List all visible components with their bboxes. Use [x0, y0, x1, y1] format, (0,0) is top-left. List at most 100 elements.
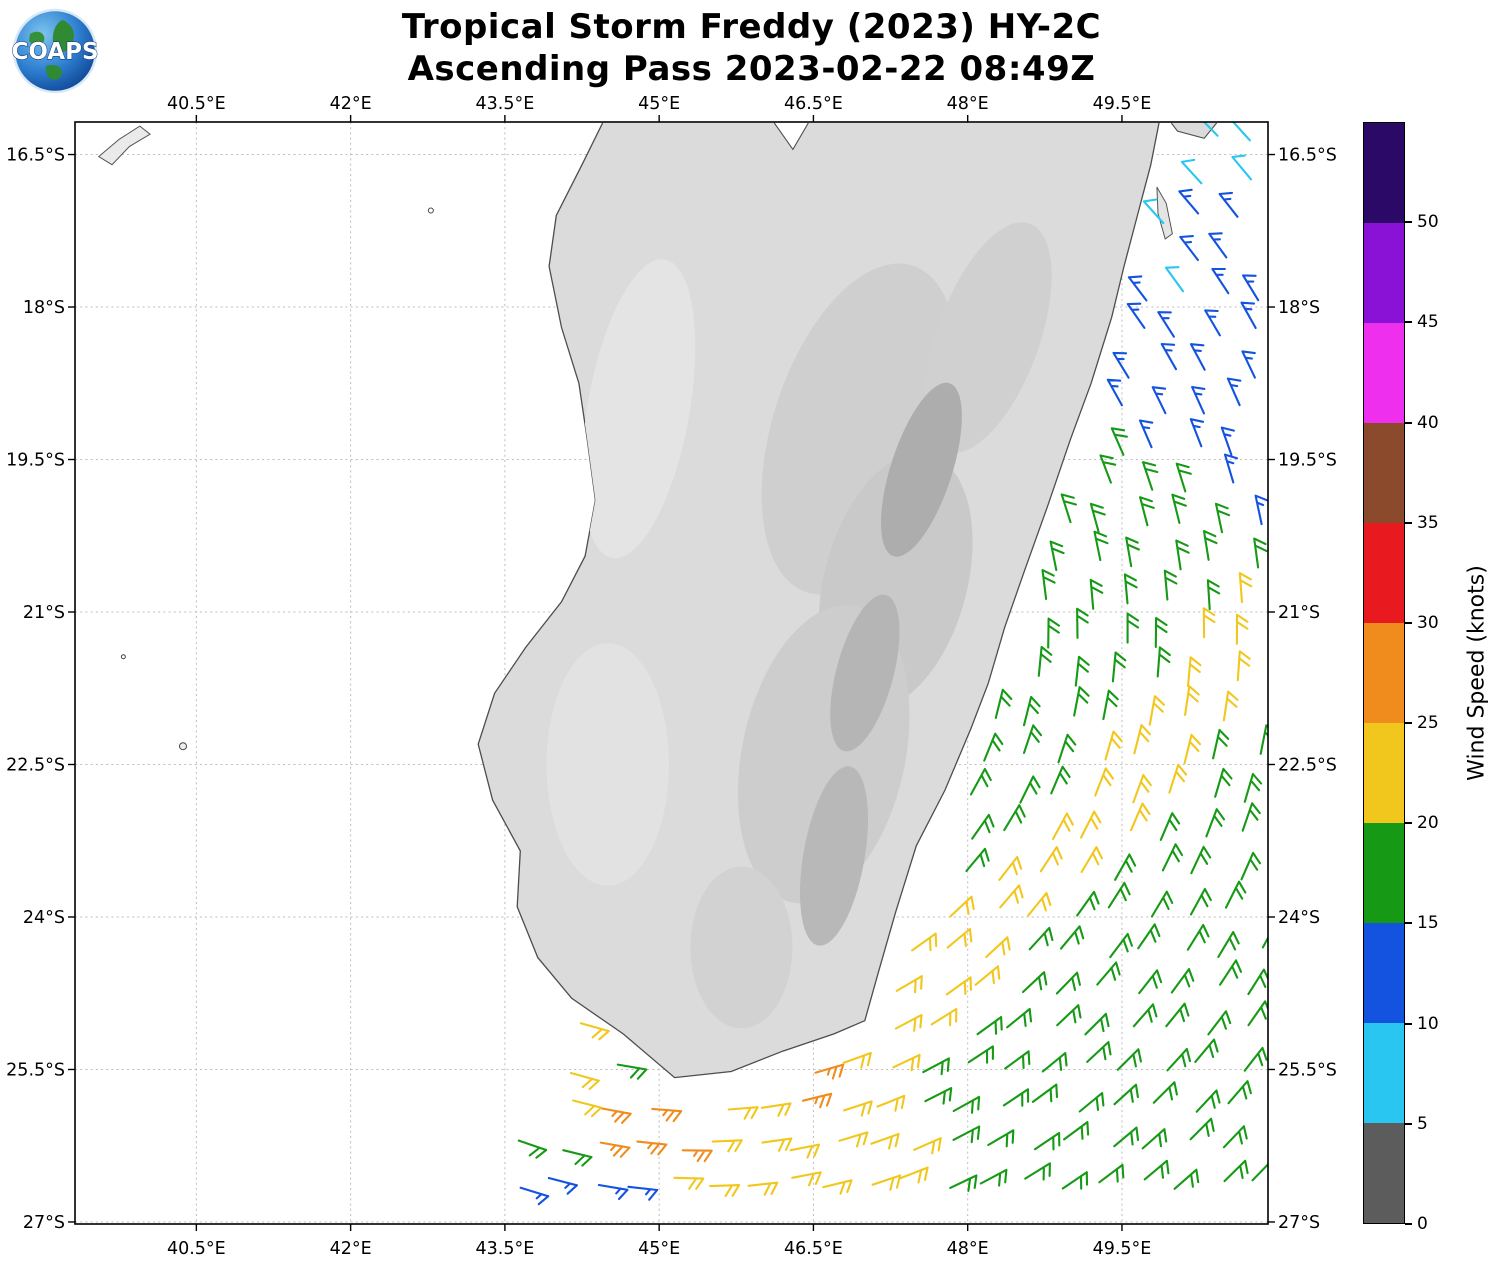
wind-barb [922, 1057, 950, 1076]
wind-barb [1024, 1162, 1051, 1181]
wind-barb [899, 1166, 929, 1184]
wind-barb [519, 1186, 550, 1206]
colorbar-segment [1364, 623, 1404, 723]
wind-barb [930, 1007, 958, 1027]
wind-barb [789, 1143, 821, 1159]
wind-barb [1241, 802, 1261, 832]
wind-barb [727, 1106, 759, 1120]
wind-barb [945, 976, 973, 996]
islands-layer [97, 125, 1173, 751]
wind-barb [1214, 502, 1231, 534]
terrain-shading [830, 594, 900, 752]
wind-barb [1113, 1126, 1140, 1148]
terrain-shading [799, 766, 869, 946]
wind-barb [1241, 350, 1256, 379]
wind-barb [1137, 923, 1161, 950]
colorbar-tick: 15 [1405, 913, 1439, 933]
wind-barb [1074, 655, 1090, 687]
wind-barb [1073, 686, 1090, 717]
wind-barb [999, 884, 1024, 909]
wind-barb [913, 1137, 942, 1155]
wind-barb [1076, 890, 1100, 917]
wind-barb [579, 1022, 610, 1041]
wind-barb [1028, 926, 1054, 951]
wind-barb [1202, 530, 1218, 561]
wind-barb [1184, 685, 1200, 716]
wind-barb [1107, 881, 1131, 909]
wind-barb [599, 1141, 631, 1158]
colorbar-tick-label: 10 [1417, 1013, 1439, 1034]
wind-barb [1104, 730, 1123, 761]
colorbar-tick-mark [1405, 1022, 1412, 1025]
wind-barb [1002, 1088, 1030, 1107]
wind-barb [1152, 1081, 1178, 1104]
wind-barb [814, 1063, 845, 1080]
wind-barb [572, 1099, 603, 1118]
wind-barb [636, 1140, 668, 1156]
colorbar-tick: 25 [1405, 713, 1439, 733]
wind-barb [1261, 935, 1268, 949]
wind-barb [842, 1051, 872, 1069]
wind-barb [924, 1087, 953, 1105]
wind-barb [1154, 616, 1168, 649]
wind-barb [1150, 890, 1174, 918]
y-tick-label: 21°S [23, 603, 65, 623]
colorbar-segment [1364, 523, 1404, 623]
wind-barb [1106, 378, 1123, 407]
wind-barb [1151, 386, 1167, 415]
wind-barb [1189, 343, 1206, 371]
wind-barb [838, 1131, 869, 1148]
x-tick-label: 45°E [638, 94, 680, 114]
wind-barb [1099, 454, 1117, 484]
wind-barb [1222, 690, 1239, 722]
x-tick-label: 46.5°E [784, 94, 843, 114]
wind-barb [1148, 695, 1166, 726]
logo-text: COAPS [11, 39, 98, 65]
wind-barb [681, 1149, 713, 1163]
y-tick-label: 19.5°S [1278, 451, 1337, 471]
colorbar-segment [1364, 723, 1404, 823]
y-tick-label: 16.5°S [6, 146, 65, 166]
wind-barb [870, 1132, 900, 1150]
wind-barb [1235, 613, 1249, 645]
wind-barb [1178, 188, 1200, 215]
wind-barb [1194, 1038, 1219, 1063]
wind-barb [1094, 767, 1115, 797]
terrain-shading [546, 643, 669, 886]
wind-barb [597, 1183, 629, 1201]
colorbar-tick-label: 25 [1417, 713, 1439, 734]
wind-barb [1127, 275, 1148, 302]
x-tick-label: 40.5°E [167, 94, 226, 114]
wind-barb [651, 1107, 683, 1123]
wind-barb [969, 767, 992, 796]
wind-barb [709, 1184, 741, 1198]
colorbar-segment [1364, 1123, 1404, 1223]
wind-barb [1116, 1048, 1142, 1071]
wind-barb [1078, 1092, 1105, 1113]
wind-barb [1253, 537, 1268, 569]
wind-barb [760, 1102, 792, 1117]
colorbar-segment [1364, 323, 1404, 423]
wind-barb [822, 1179, 853, 1195]
wind-barb [1171, 493, 1187, 524]
madagascar-coastline [477, 122, 1160, 1079]
wind-barb [1170, 968, 1195, 994]
wind-barb [1027, 892, 1052, 917]
wind-barb [1202, 122, 1219, 137]
wind-barb [801, 1092, 833, 1109]
wind-barb [946, 928, 973, 949]
wind-barb [971, 813, 995, 840]
wind-barb [1204, 309, 1221, 337]
wind-barb [1175, 462, 1192, 493]
coaps-logo: COAPS [10, 6, 100, 96]
wind-barb [1080, 810, 1102, 839]
wind-barb [1160, 342, 1178, 371]
wind-barb [1189, 418, 1205, 448]
island-ile-sainte-marie [1156, 186, 1173, 240]
wind-barb [1096, 961, 1121, 986]
colorbar-tick: 45 [1405, 312, 1439, 332]
colorbar-segment [1364, 823, 1404, 923]
wind-barb [791, 1171, 822, 1187]
wind-barb [1031, 1083, 1059, 1103]
